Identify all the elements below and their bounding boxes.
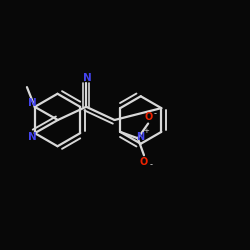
Text: N: N xyxy=(28,98,37,108)
Text: -: - xyxy=(150,160,152,169)
Text: O: O xyxy=(144,112,152,122)
Text: N: N xyxy=(83,72,92,83)
Text: N: N xyxy=(28,132,37,142)
Text: O: O xyxy=(140,157,148,167)
Text: -: - xyxy=(154,110,157,118)
Text: N: N xyxy=(136,132,144,142)
Text: +: + xyxy=(144,128,150,134)
